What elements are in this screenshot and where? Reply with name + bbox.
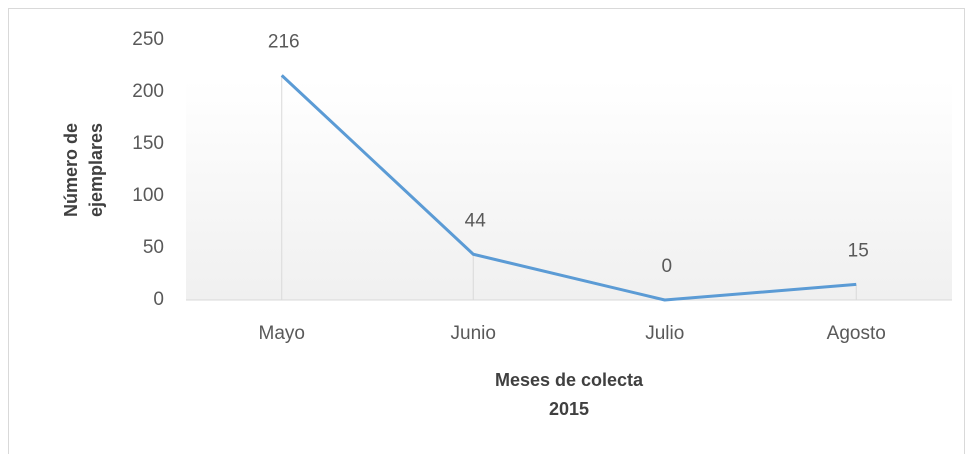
data-line [280, 74, 857, 302]
y-tick-label: 0 [153, 289, 164, 310]
y-tick-label: 250 [132, 29, 164, 50]
x-axis-title: Meses de colecta [495, 370, 644, 390]
x-axis-title: 2015 [549, 399, 589, 419]
y-tick-label: 50 [143, 237, 164, 258]
data-label: 15 [848, 240, 869, 261]
x-tick-label: Junio [451, 323, 496, 344]
data-label: 216 [268, 31, 300, 52]
y-axis-title: ejemplares [86, 123, 106, 217]
y-tick-label: 150 [132, 133, 164, 154]
y-axis-title: Número de [61, 123, 81, 217]
y-tick-label: 200 [132, 81, 164, 102]
x-tick-label: Julio [645, 323, 684, 344]
data-label: 0 [661, 256, 672, 277]
plot-background [186, 80, 952, 300]
x-tick-label: Mayo [259, 323, 305, 344]
y-tick-label: 100 [132, 185, 164, 206]
x-tick-label: Agosto [827, 323, 886, 344]
data-label: 44 [465, 210, 487, 231]
